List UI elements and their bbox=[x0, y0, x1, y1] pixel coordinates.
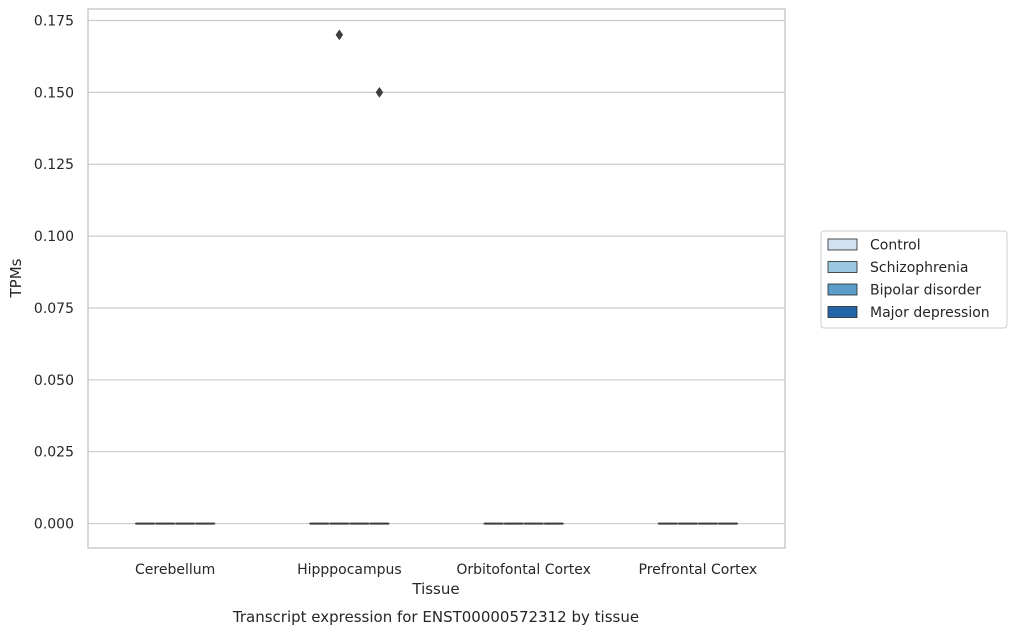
plot-frame bbox=[87, 8, 786, 549]
legend-label: Control bbox=[870, 238, 921, 254]
y-axis-label: TPMs bbox=[7, 258, 25, 298]
outlier-point bbox=[375, 86, 384, 98]
x-tick-label: Prefrontal Cortex bbox=[639, 562, 758, 578]
legend-swatch bbox=[827, 283, 858, 296]
ticks: 0.000 0.025 0.050 0.075 0.100 0.125 0.150 0.175… bbox=[34, 13, 757, 578]
legend-swatch bbox=[827, 306, 858, 318]
legend: Control Schizophrenia Bipolar disorder Majo… bbox=[820, 230, 1008, 329]
outlier-point bbox=[335, 29, 344, 41]
y-tick-label: 0.075 bbox=[34, 301, 74, 317]
legend-swatch bbox=[827, 238, 858, 251]
y-tick-label: 0.100 bbox=[34, 229, 74, 245]
legend-label: Schizophrenia bbox=[870, 260, 968, 276]
x-tick-label: Orbitofontal Cortex bbox=[456, 562, 591, 578]
chart-caption: Transcript expression for ENST0000057231… bbox=[232, 608, 639, 626]
y-tick-label: 0.050 bbox=[34, 373, 74, 389]
y-tick-label: 0.175 bbox=[34, 13, 74, 29]
legend-label: Major depression bbox=[870, 305, 990, 321]
x-tick-label: Hipppocampus bbox=[297, 562, 402, 578]
legend-label: Bipolar disorder bbox=[870, 283, 981, 299]
y-tick-label: 0.150 bbox=[34, 85, 74, 101]
gridlines bbox=[88, 19, 785, 525]
x-axis-label: Tissue bbox=[411, 580, 459, 598]
y-tick-label: 0.025 bbox=[34, 445, 74, 461]
legend-frame bbox=[820, 230, 1008, 329]
x-tick-label: Cerebellum bbox=[135, 562, 215, 578]
legend-swatch bbox=[827, 261, 858, 273]
boxes bbox=[135, 29, 738, 525]
y-tick-label: 0.000 bbox=[34, 517, 74, 533]
y-tick-label: 0.125 bbox=[34, 157, 74, 173]
